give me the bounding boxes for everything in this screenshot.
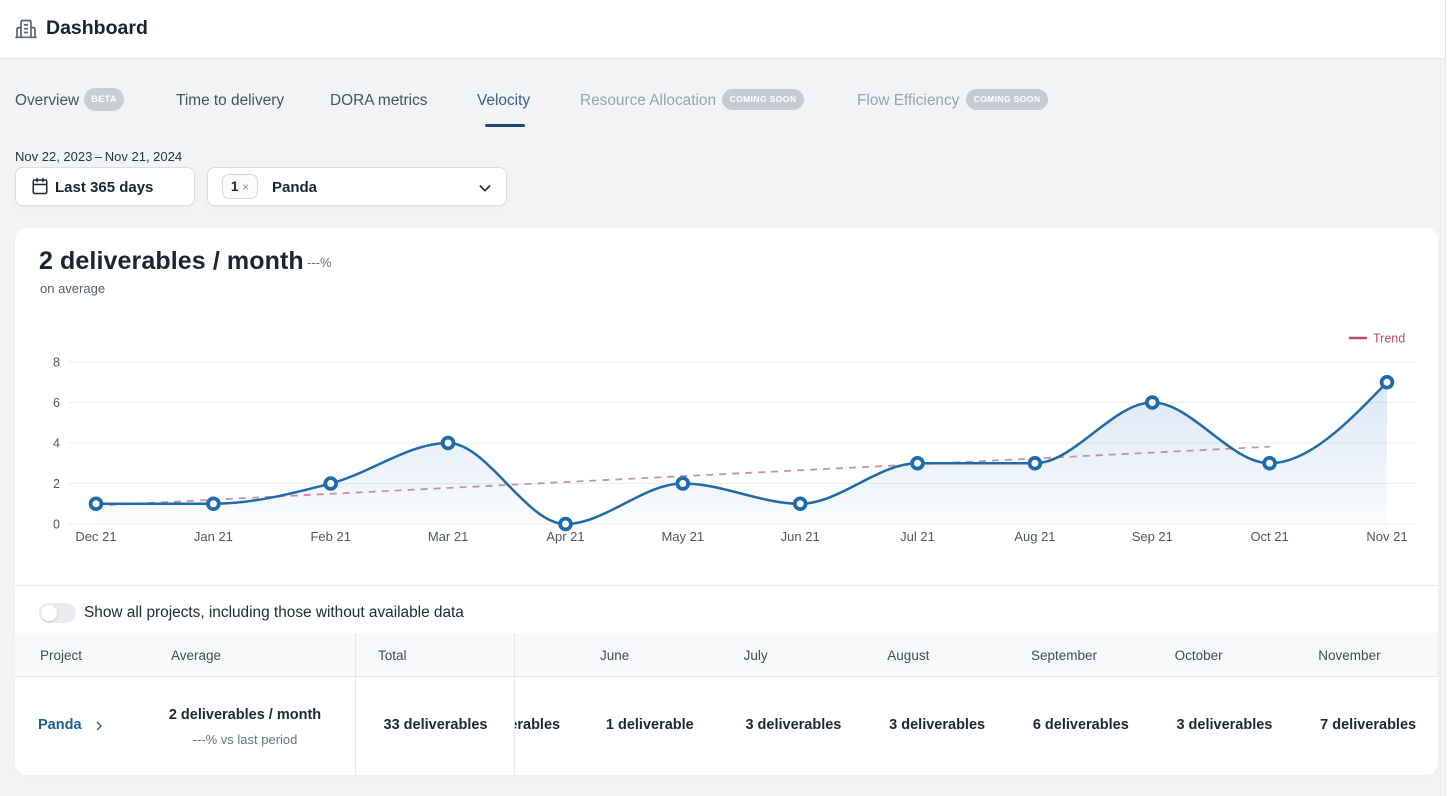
svg-text:Jan 21: Jan 21 [194, 529, 233, 544]
svg-text:Feb 21: Feb 21 [310, 529, 350, 544]
svg-text:Oct 21: Oct 21 [1250, 529, 1288, 544]
svg-text:8: 8 [53, 356, 60, 370]
svg-text:Jul 21: Jul 21 [900, 529, 935, 544]
svg-text:2: 2 [53, 477, 60, 491]
svg-text:6: 6 [53, 396, 60, 410]
svg-text:Sep 21: Sep 21 [1132, 529, 1173, 544]
svg-text:Trend: Trend [1373, 332, 1405, 346]
svg-text:May 21: May 21 [661, 529, 704, 544]
svg-text:Apr 21: Apr 21 [546, 529, 584, 544]
svg-text:Mar 21: Mar 21 [428, 529, 468, 544]
svg-text:Aug 21: Aug 21 [1014, 529, 1055, 544]
svg-text:Jun 21: Jun 21 [781, 529, 820, 544]
svg-text:0: 0 [53, 518, 60, 532]
svg-text:Dec 21: Dec 21 [75, 529, 116, 544]
svg-text:4: 4 [53, 437, 60, 451]
svg-text:Nov 21: Nov 21 [1366, 529, 1407, 544]
